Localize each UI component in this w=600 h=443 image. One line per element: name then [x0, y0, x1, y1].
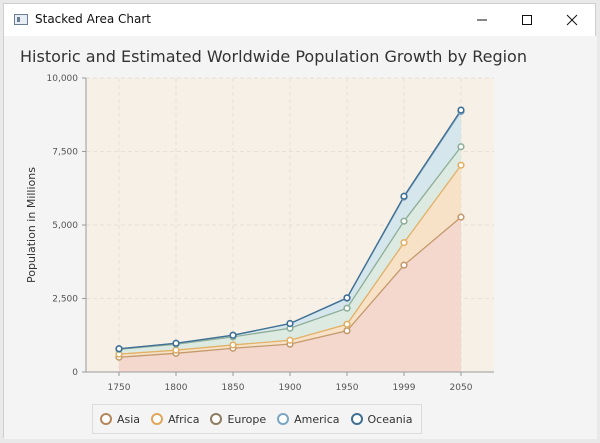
- legend-symbol-icon: [350, 413, 363, 425]
- title-bar: Stacked Area Chart: [4, 4, 595, 36]
- y-tick-label: 0: [72, 368, 78, 378]
- point-oceania[interactable]: [172, 339, 180, 347]
- app-window: Stacked Area Chart Historic and Estimate…: [3, 3, 597, 439]
- point-oceania[interactable]: [457, 106, 465, 114]
- legend-symbol-icon: [100, 413, 112, 425]
- point-africa[interactable]: [172, 346, 180, 354]
- minimize-button[interactable]: [459, 4, 505, 36]
- point-europe[interactable]: [343, 304, 351, 312]
- point-asia[interactable]: [457, 213, 465, 221]
- point-africa[interactable]: [229, 341, 237, 349]
- legend-item-asia[interactable]: Asia: [100, 413, 140, 426]
- legend-label: Europe: [227, 412, 267, 426]
- point-oceania[interactable]: [229, 331, 237, 339]
- y-tick-label: 2,500: [52, 295, 78, 305]
- chart-title: Historic and Estimated Worldwide Populat…: [20, 47, 527, 66]
- x-tick-label: 1950: [336, 383, 359, 393]
- minimize-icon: [477, 19, 487, 21]
- legend-symbol-icon: [277, 413, 290, 425]
- close-button[interactable]: [549, 4, 595, 36]
- point-africa[interactable]: [400, 239, 408, 247]
- window-title: Stacked Area Chart: [35, 12, 152, 26]
- x-tick-label: 1750: [108, 383, 131, 393]
- series-points: [115, 106, 465, 361]
- x-tick-label: 1850: [222, 383, 245, 393]
- point-europe[interactable]: [457, 143, 465, 151]
- x-tick-label: 2050: [450, 383, 473, 393]
- app-icon: [14, 14, 28, 25]
- y-axis-label: Population in Millions: [25, 167, 38, 283]
- point-oceania[interactable]: [286, 319, 294, 328]
- area-africa: [119, 165, 461, 358]
- legend-label: Oceania: [367, 412, 413, 426]
- x-tick-label: 1999: [393, 383, 416, 393]
- legend-item-oceania[interactable]: Oceania: [350, 412, 413, 426]
- legend-label: Asia: [117, 412, 141, 426]
- area-europe: [119, 146, 461, 355]
- legend-item-africa[interactable]: Africa: [151, 413, 199, 426]
- y-tick-label: 5,000: [52, 221, 78, 231]
- point-africa[interactable]: [343, 320, 351, 328]
- point-africa[interactable]: [457, 161, 465, 169]
- legend-symbol-icon: [151, 413, 164, 425]
- point-oceania[interactable]: [343, 294, 351, 302]
- point-asia[interactable]: [400, 261, 408, 269]
- point-europe[interactable]: [400, 217, 408, 225]
- x-tick-label: 1900: [279, 383, 302, 393]
- series-areas: [119, 110, 461, 372]
- stacked-area-chart: Historic and Estimated Worldwide Populat…: [20, 47, 527, 393]
- point-oceania[interactable]: [115, 345, 123, 353]
- legend-label: Africa: [168, 412, 200, 426]
- point-africa[interactable]: [286, 336, 294, 344]
- legend-item-europe[interactable]: Europe: [210, 413, 266, 426]
- area-asia: [119, 217, 461, 372]
- maximize-button[interactable]: [504, 4, 550, 36]
- axes: 0 2,500 5,000 7,500 10,000 1750 1800 1850 1900 19…: [47, 74, 494, 393]
- legend: Asia Africa Europe America Oceania: [92, 404, 422, 434]
- point-asia[interactable]: [343, 327, 351, 335]
- chart-container: Historic and Estimated Worldwide Populat…: [4, 36, 597, 439]
- x-tick-label: 1800: [165, 383, 188, 393]
- legend-label: America: [294, 412, 340, 426]
- maximize-icon: [522, 15, 532, 25]
- point-oceania[interactable]: [400, 192, 408, 200]
- close-icon: [566, 14, 578, 26]
- y-tick-label: 10,000: [47, 74, 79, 84]
- y-tick-label: 7,500: [52, 148, 78, 158]
- legend-item-america[interactable]: America: [277, 412, 340, 426]
- legend-symbol-icon: [210, 413, 223, 425]
- area-america: [119, 111, 461, 350]
